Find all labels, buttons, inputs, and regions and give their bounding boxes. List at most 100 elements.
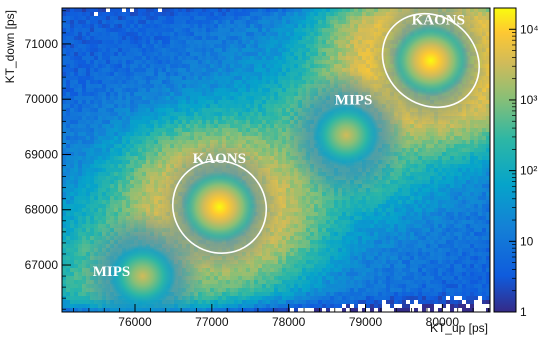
heatmap-cell: [322, 16, 326, 20]
heatmap-cell: [62, 88, 66, 92]
heatmap-cell: [134, 40, 138, 44]
heatmap-cell: [286, 32, 290, 36]
heatmap-cell: [154, 24, 158, 28]
heatmap-cell: [146, 120, 150, 124]
heatmap-cell: [166, 168, 170, 172]
heatmap-cell: [474, 8, 478, 12]
heatmap-cell: [138, 52, 142, 56]
heatmap-cell: [318, 40, 322, 44]
heatmap-cell: [238, 132, 242, 136]
heatmap-cell: [134, 136, 138, 140]
heatmap-cell: [222, 96, 226, 100]
heatmap-cell: [306, 68, 310, 72]
heatmap-cell: [230, 8, 234, 12]
heatmap-cell: [258, 128, 262, 132]
heatmap-cell: [102, 8, 106, 12]
heatmap-cell: [402, 172, 406, 176]
heatmap-cell: [146, 140, 150, 144]
heatmap-cell: [98, 44, 102, 48]
heatmap-cell: [70, 60, 74, 64]
heatmap-cell: [130, 68, 134, 72]
heatmap-cell: [226, 28, 230, 32]
heatmap-cell: [74, 96, 78, 100]
heatmap-cell: [250, 64, 254, 68]
heatmap-cell: [70, 160, 74, 164]
heatmap-cell: [66, 168, 70, 172]
heatmap-cell: [242, 100, 246, 104]
heatmap-cell: [482, 172, 486, 176]
heatmap-cell: [106, 172, 110, 176]
heatmap-cell: [234, 32, 238, 36]
heatmap-cell: [202, 64, 206, 68]
heatmap-cell: [122, 160, 126, 164]
heatmap-cell: [122, 132, 126, 136]
heatmap-cell: [186, 140, 190, 144]
heatmap-cell: [266, 104, 270, 108]
heatmap-cell: [158, 128, 162, 132]
heatmap-cell: [342, 32, 346, 36]
heatmap-cell: [310, 12, 314, 16]
heatmap-cell: [126, 76, 130, 80]
heatmap-cell: [266, 52, 270, 56]
heatmap-cell: [478, 184, 482, 188]
heatmap-cell: [330, 12, 334, 16]
heatmap-cell: [382, 12, 386, 16]
heatmap-cell: [158, 164, 162, 168]
heatmap-cell: [462, 172, 466, 176]
heatmap-cell: [66, 88, 70, 92]
heatmap-cell: [130, 28, 134, 32]
heatmap-cell: [290, 52, 294, 56]
heatmap-cell: [298, 80, 302, 84]
heatmap-cell: [278, 56, 282, 60]
heatmap-cell: [298, 180, 302, 184]
heatmap-cell: [106, 176, 110, 180]
heatmap-cell: [218, 92, 222, 96]
heatmap-cell: [122, 100, 126, 104]
heatmap-cell: [282, 52, 286, 56]
heatmap-cell: [470, 144, 474, 148]
heatmap-cell: [294, 92, 298, 96]
heatmap-cell: [118, 120, 122, 124]
heatmap-cell: [130, 64, 134, 68]
heatmap-cell: [274, 52, 278, 56]
heatmap-cell: [82, 124, 86, 128]
heatmap-cell: [254, 36, 258, 40]
heatmap-cell: [218, 120, 222, 124]
heatmap-cell: [226, 48, 230, 52]
heatmap-cell: [98, 40, 102, 44]
heatmap-cell: [186, 12, 190, 16]
heatmap-cell: [62, 116, 66, 120]
heatmap-cell: [130, 40, 134, 44]
heatmap-cell: [94, 156, 98, 160]
heatmap-cell: [446, 156, 450, 160]
heatmap-cell: [242, 64, 246, 68]
heatmap-cell: [198, 12, 202, 16]
heatmap-cell: [130, 168, 134, 172]
heatmap-cell: [422, 152, 426, 156]
heatmap-cell: [78, 116, 82, 120]
heatmap-cell: [478, 152, 482, 156]
heatmap-cell: [274, 24, 278, 28]
heatmap-cell: [142, 160, 146, 164]
heatmap-cell: [314, 20, 318, 24]
heatmap-cell: [358, 40, 362, 44]
heatmap-cell: [206, 68, 210, 72]
heatmap-cell: [190, 56, 194, 60]
heatmap-cell: [282, 72, 286, 76]
heatmap-cell: [146, 52, 150, 56]
heatmap-cell: [270, 32, 274, 36]
heatmap-cell: [102, 60, 106, 64]
heatmap-cell: [178, 88, 182, 92]
heatmap-cell: [334, 52, 338, 56]
heatmap-cell: [442, 124, 446, 128]
heatmap-cell: [278, 76, 282, 80]
heatmap-cell: [166, 12, 170, 16]
heatmap-cell: [294, 52, 298, 56]
heatmap-cell: [286, 76, 290, 80]
heatmap-cell: [102, 120, 106, 124]
heatmap-cell: [422, 188, 426, 192]
heatmap-cell: [170, 100, 174, 104]
heatmap-cell: [214, 128, 218, 132]
heatmap-cell: [446, 144, 450, 148]
heatmap-cell: [370, 32, 374, 36]
